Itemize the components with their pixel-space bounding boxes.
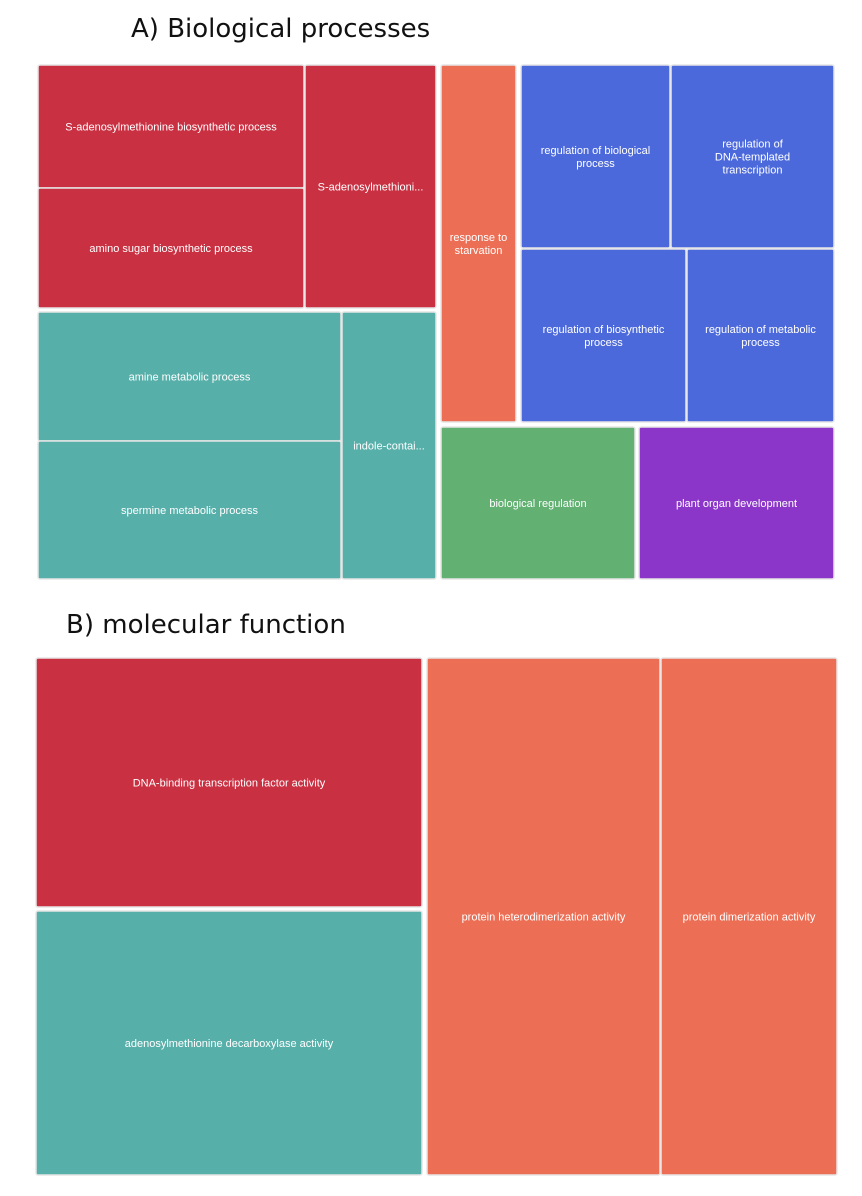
tile-label-line: amino sugar biosynthetic process [89,243,253,255]
tile-label-line: starvation [455,245,503,257]
treemap-tile [660,657,838,1176]
tile-label: protein dimerization activity [683,912,816,924]
treemap-tile [520,248,687,423]
tile-label: indole-contai... [353,441,425,453]
treemap-tile [37,187,305,309]
tile-label: S-adenosylmethioni... [318,182,424,194]
treemap-b: DNA-binding transcription factor activit… [35,657,838,1176]
tile-label-line: plant organ development [676,498,797,510]
panel-b-title: B) molecular function [66,610,346,640]
tile-label-line: regulation of [722,139,783,151]
treemap-tile [35,657,423,908]
treemap-tile [440,64,517,423]
treemap-tile [638,426,835,580]
tile-label-line: regulation of biological [541,145,650,157]
tile-label-line: S-adenosylmethioni... [318,182,424,194]
tile-label: DNA-binding transcription factor activit… [133,778,326,790]
tile-label: regulation of biological process [541,145,650,170]
tile-label-line: spermine metabolic process [121,505,258,517]
treemap-tile [341,311,437,580]
treemap-tile [440,426,636,580]
tile-label-line: DNA-templated [715,152,790,164]
tile-label-line: S-adenosylmethionine biosynthetic proces… [65,122,277,134]
tile-label: regulation of DNA-templated transcription [715,139,790,177]
tile-label-line: process [741,337,780,349]
treemap-tile [686,248,835,423]
treemap-a: S-adenosylmethionine biosynthetic proces… [37,64,835,580]
tile-label-line: process [576,158,615,170]
treemap-tile [37,440,342,580]
treemap-tile [35,910,423,1176]
tile-label: plant organ development [676,498,797,510]
tile-label: response to starvation [450,232,507,257]
tile-label: spermine metabolic process [121,505,258,517]
treemap-tile [670,64,835,249]
tile-label: amine metabolic process [129,372,251,384]
tile-label: adenosylmethionine decarboxylase activit… [125,1038,334,1050]
tile-label-line: response to [450,232,507,244]
tile-label: biological regulation [489,498,586,510]
tile-label-line: indole-contai... [353,441,425,453]
panel-a-title: A) Biological processes [131,14,431,44]
tile-label-line: process [584,337,623,349]
tile-label-line: amine metabolic process [129,372,251,384]
tile-label-line: DNA-binding transcription factor activit… [133,778,326,790]
tile-label: S-adenosylmethionine biosynthetic proces… [65,122,277,134]
tile-label: regulation of metabolic process [705,324,816,349]
tile-label: amino sugar biosynthetic process [89,243,253,255]
tile-label-line: regulation of biosynthetic [543,324,665,336]
treemap-tile [520,64,671,249]
treemap-tile [304,64,437,309]
tile-label-line: biological regulation [489,498,586,510]
tile-label: protein heterodimerization activity [462,912,626,924]
tile-label: regulation of biosynthetic process [543,324,665,349]
tile-label-line: adenosylmethionine decarboxylase activit… [125,1038,334,1050]
treemap-tile [426,657,661,1176]
tile-label-line: transcription [723,165,783,177]
tile-label-line: protein dimerization activity [683,912,816,924]
tile-label-line: regulation of metabolic [705,324,816,336]
tile-label-line: protein heterodimerization activity [462,912,626,924]
